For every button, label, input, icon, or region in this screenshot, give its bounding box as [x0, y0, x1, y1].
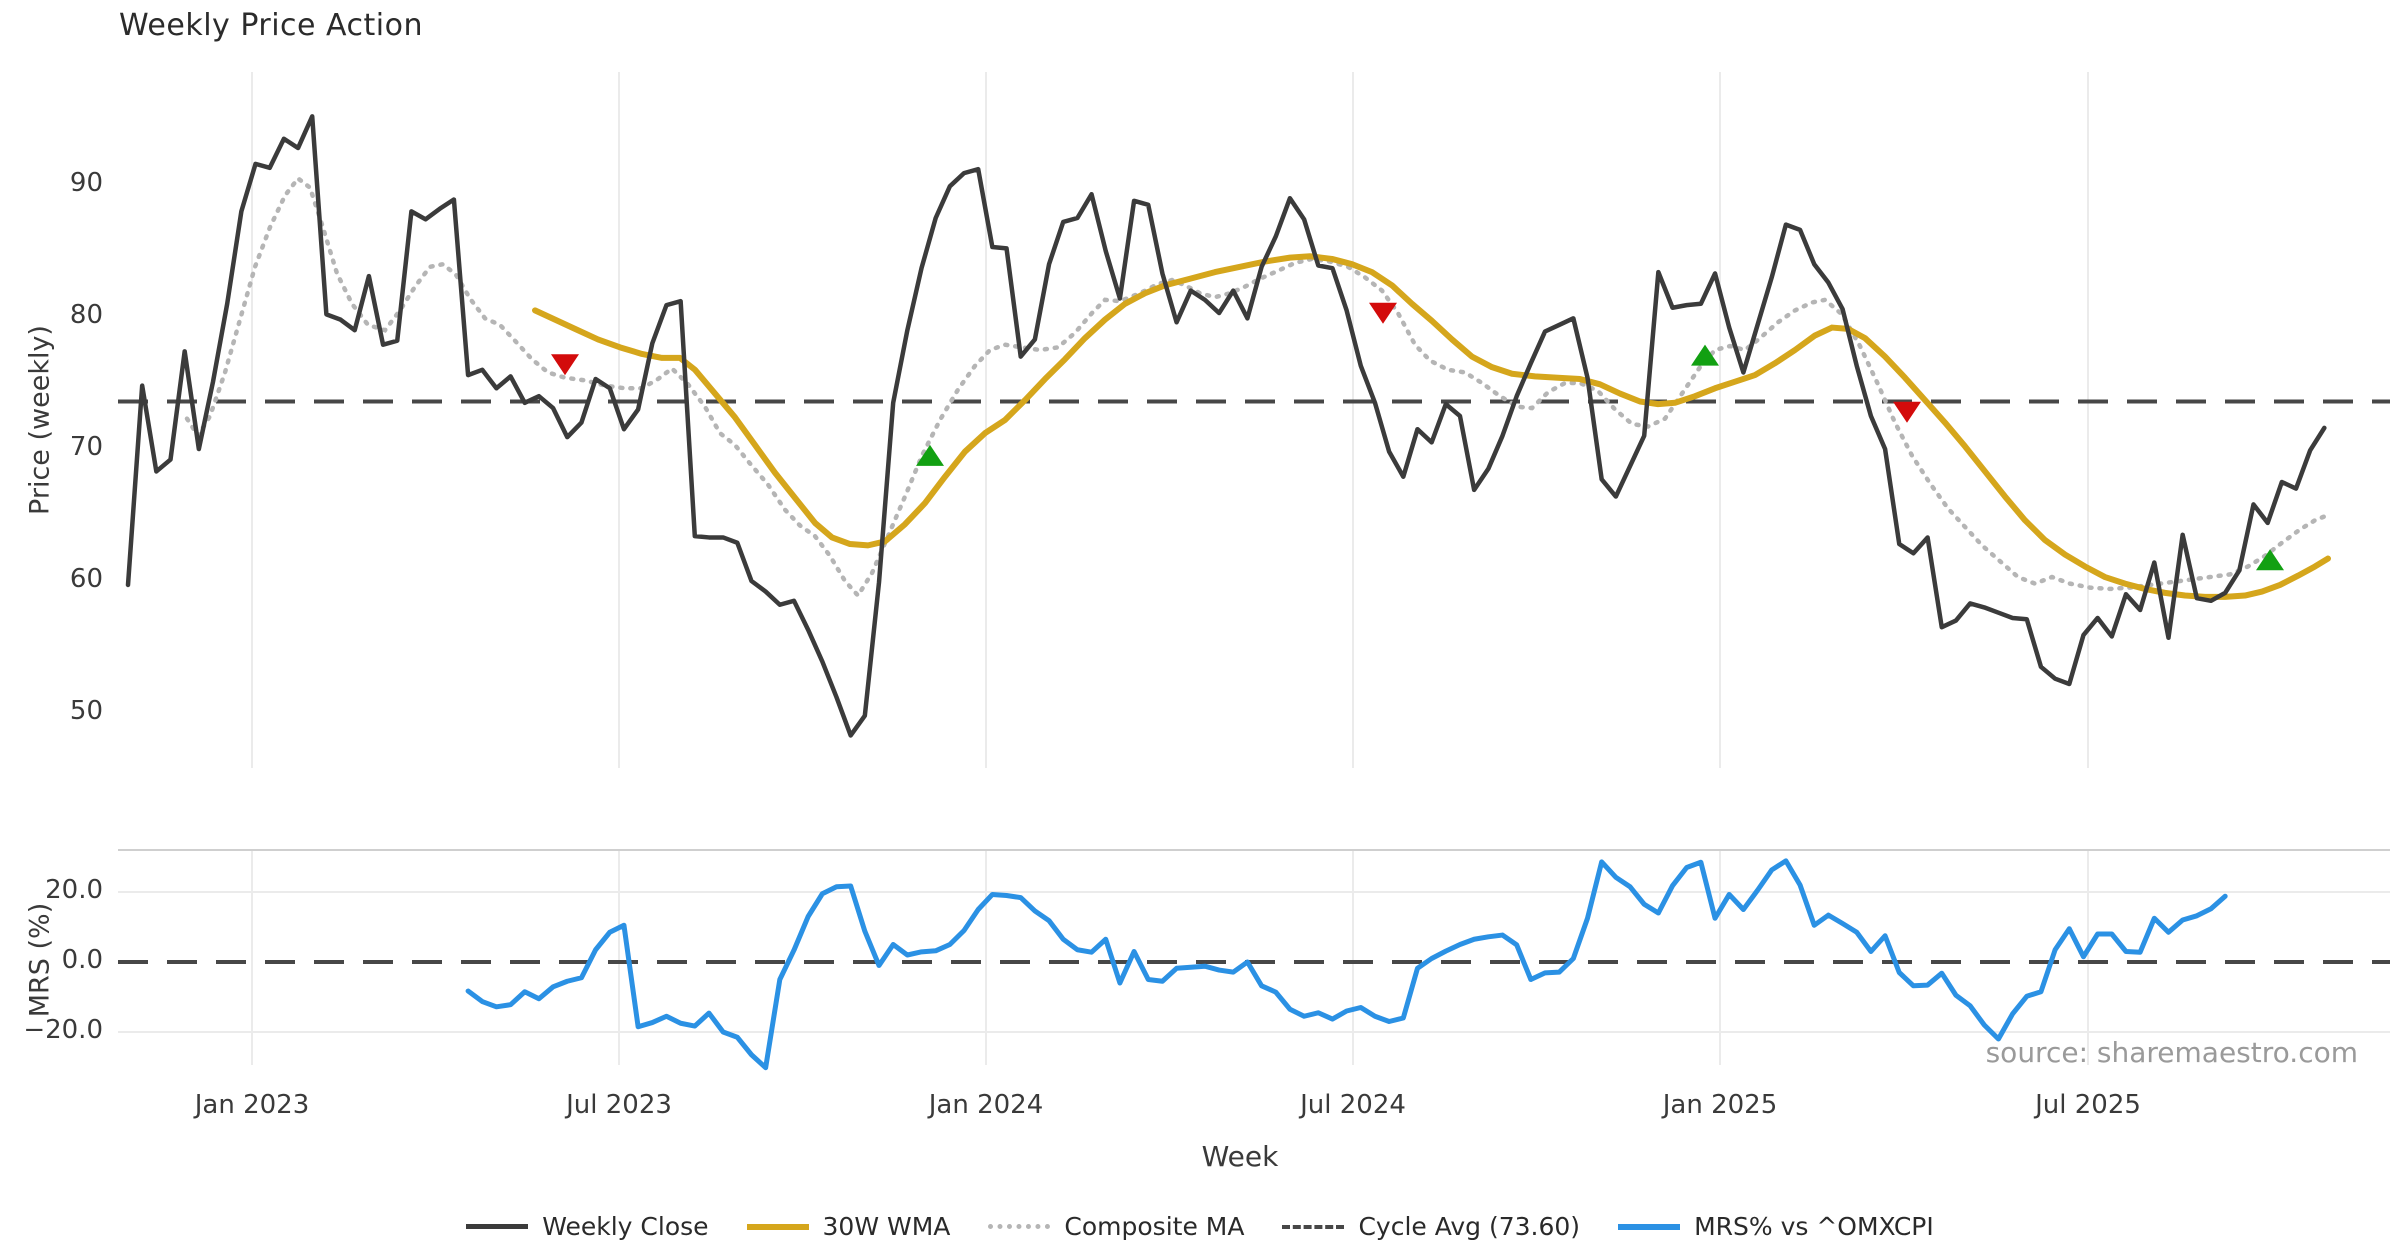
- x-tick-label: Jul 2023: [566, 1090, 672, 1120]
- composite-ma-line: [184, 175, 2331, 600]
- price-tick-label: 60: [69, 564, 103, 594]
- buy-marker-icon: [916, 444, 944, 466]
- x-tick-label: Jul 2024: [1300, 1090, 1406, 1120]
- legend-label: Cycle Avg (73.60): [1358, 1212, 1581, 1241]
- buy-marker-icon: [1691, 344, 1719, 366]
- buy-marker-icon: [2256, 549, 2284, 571]
- price-axis-title: Price (weekly): [24, 325, 56, 515]
- mrs-tick-label: −20.0: [23, 1015, 103, 1045]
- x-axis-title: Week: [1201, 1140, 1279, 1173]
- wma-line: [532, 253, 2331, 600]
- sell-marker-icon: [1369, 302, 1397, 324]
- x-tick-label: Jan 2023: [194, 1090, 310, 1120]
- sell-marker-icon: [551, 354, 579, 376]
- legend-swatch-solid-thick-icon: [1618, 1223, 1681, 1230]
- legend-swatch-solid-thick-icon: [746, 1223, 809, 1230]
- mrs-tick-label: 0.0: [61, 945, 103, 975]
- legend-item: Composite MA: [988, 1212, 1244, 1241]
- legend-label: Composite MA: [1064, 1212, 1245, 1241]
- sell-marker-icon: [1893, 401, 1921, 423]
- x-tick-label: Jan 2025: [1662, 1090, 1778, 1120]
- price-tick-label: 90: [69, 168, 103, 198]
- source-watermark: source: sharemaestro.com: [1985, 1036, 2358, 1069]
- legend-label: 30W WMA: [822, 1212, 951, 1241]
- chart-title: Weekly Price Action: [119, 8, 423, 43]
- mrs-line: [465, 858, 2228, 1071]
- legend: Weekly Close 30W WMA Composite MA Cycle Avg…: [0, 1212, 2400, 1241]
- price-tick-label: 50: [69, 696, 103, 726]
- legend-swatch-solid-icon: [466, 1224, 529, 1229]
- legend-label: MRS% vs ^OMXCPI: [1694, 1212, 1934, 1241]
- legend-swatch-dotted-icon: [988, 1224, 1051, 1229]
- legend-label: Weekly Close: [542, 1212, 709, 1241]
- legend-item: Weekly Close: [466, 1212, 709, 1241]
- price-tick-label: 70: [69, 432, 103, 462]
- legend-item: MRS% vs ^OMXCPI: [1618, 1212, 1934, 1241]
- mrs-tick-label: 20.0: [45, 875, 103, 905]
- legend-swatch-dashed-icon: [1282, 1224, 1345, 1229]
- x-tick-label: Jul 2025: [2035, 1090, 2141, 1120]
- x-tick-label: Jan 2024: [928, 1090, 1044, 1120]
- price-tick-label: 80: [69, 300, 103, 330]
- legend-item: 30W WMA: [746, 1212, 951, 1241]
- legend-item: Cycle Avg (73.60): [1282, 1212, 1580, 1241]
- weekly-close-line: [125, 114, 2327, 738]
